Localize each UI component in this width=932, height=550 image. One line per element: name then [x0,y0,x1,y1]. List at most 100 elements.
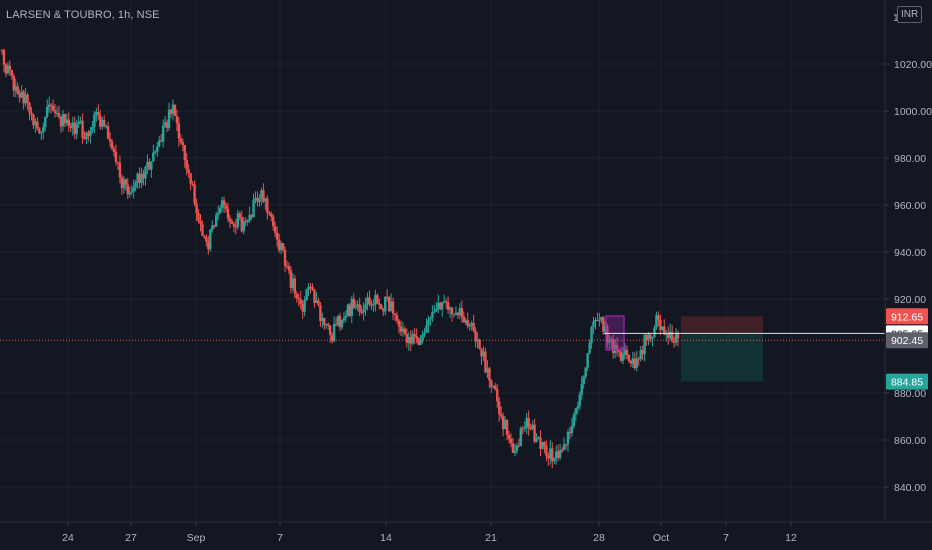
candle-body [429,317,432,320]
candle-body [146,161,149,167]
candle-body [65,119,69,124]
candle-body [423,332,426,335]
candle-body [159,140,163,142]
candle-body [248,214,251,221]
candle-body [126,184,129,195]
candle-body [635,358,638,369]
candle-body [494,385,497,390]
candle-body [171,104,175,114]
candle-body [342,317,346,321]
candle-body [67,119,71,126]
candle-body [110,141,114,149]
candle-body [492,385,495,387]
candle-body [584,367,587,377]
candle-body [478,339,481,349]
candle-body [556,451,560,458]
candle-body [513,451,517,453]
candle-body [397,320,401,327]
candle-body [179,138,183,143]
candle-body [91,126,94,131]
chart-grid [0,0,885,522]
candle-body [655,315,658,328]
candle-body [57,113,61,117]
price-tick-label: 940.00 [894,247,926,259]
candle-body [547,455,550,459]
candle-body [323,317,326,326]
candle-body [627,354,631,362]
price-axis[interactable]: 1020.00 1000.00 980.00 960.00 940.00 920.00 88… [885,12,932,494]
candle-body [81,120,84,139]
candle-body [201,224,204,236]
candle-body [527,417,530,429]
candle-body [657,315,660,320]
candle-body [181,142,184,145]
candle-body [197,213,200,221]
candle-body [576,406,580,409]
candle-body [313,289,316,304]
candle-body [104,126,108,128]
candle-body [87,132,90,137]
candle-body [368,297,371,304]
candle-body [8,65,12,70]
candle-body [95,112,98,115]
candle-body [572,414,576,427]
candle-body [330,335,334,342]
candle-body [370,303,373,306]
candle-body [291,278,295,288]
candle-body [515,445,519,452]
candle-body [220,200,224,209]
candle-body [619,352,623,361]
candle-body [437,302,440,309]
candle-body [417,338,420,346]
candle-body [156,146,159,152]
candle-body [588,343,591,354]
candle-body [344,315,348,318]
candle-body [203,235,206,238]
candle-body [6,65,10,74]
candle-body [63,114,67,124]
take-profit-zone [681,333,763,382]
candle-body [501,416,505,430]
candle-body [173,104,177,116]
candle-body [356,304,359,307]
candle-body [273,226,277,233]
candle-body [621,354,625,361]
candle-body [185,159,188,170]
candle-body [615,344,619,351]
candle-body [427,319,430,326]
candle-body [676,333,680,339]
candle-body [16,86,19,94]
candle-body [580,383,583,395]
candle-body [262,190,265,202]
candle-body [30,112,33,115]
time-axis[interactable]: 24 27 Sep 7 14 21 28 Oct 7 12 [62,522,797,544]
candle-body [529,428,532,430]
candle-body [289,270,293,288]
candle-body [46,106,49,117]
candle-body [537,437,540,439]
candle-body [242,221,245,232]
candle-body [488,368,491,381]
candle-body [10,69,14,76]
candle-body [148,161,151,170]
currency-button[interactable]: INR [897,6,923,23]
candle-body [543,442,546,446]
candle-body [332,324,336,342]
candle-body [301,303,304,312]
candle-body [154,151,157,153]
candle-body [134,182,137,188]
stop-price-label: 912.65 [891,311,923,323]
candle-body [382,309,385,312]
candle-body [297,298,300,300]
candle-body [661,326,664,330]
candle-body [136,173,139,183]
price-tick-label: 960.00 [894,200,926,212]
candle-body [442,301,446,303]
candle-body [305,289,308,300]
candle-body [629,361,633,364]
candle-body [582,376,585,384]
stop-price-label-bg [886,308,928,325]
candle-body [346,304,350,316]
candle-body [472,322,475,331]
